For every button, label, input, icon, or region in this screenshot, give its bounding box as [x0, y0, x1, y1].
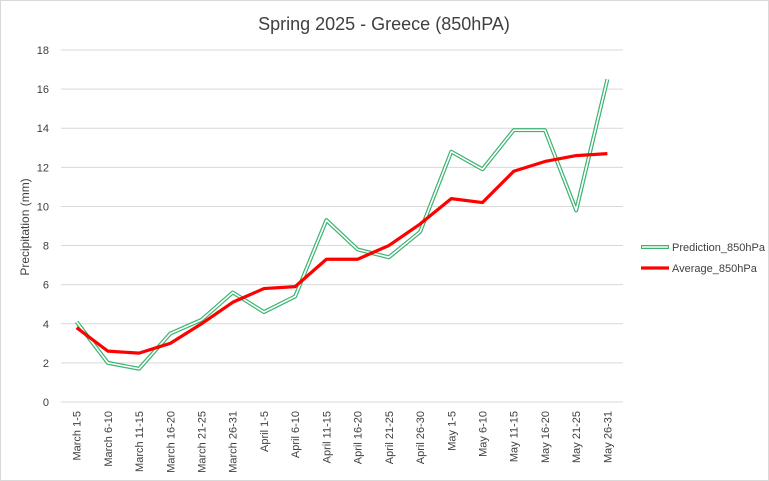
y-axis-label: Precipitation (mm) [18, 178, 32, 275]
x-tick-label: April 21-25 [384, 411, 396, 464]
x-tick-label: May 11-15 [509, 411, 521, 462]
x-tick-label: April 1-5 [259, 411, 271, 452]
y-tick-label: 8 [43, 241, 49, 253]
series-lines [75, 78, 610, 371]
gridlines [61, 49, 623, 403]
x-tick-label: March 16-20 [165, 411, 177, 473]
x-tick-label: May 26-31 [602, 411, 614, 463]
prediction-850hpa-line [75, 78, 610, 371]
legend-label: Average_850hPa [672, 263, 758, 275]
x-tick-label: March 1-5 [72, 411, 84, 461]
x-tick-label: April 6-10 [290, 411, 302, 458]
prediction-850hpa-line-inner [75, 79, 609, 370]
chart-title: Spring 2025 - Greece (850hPA) [258, 14, 510, 34]
y-tick-label: 18 [37, 45, 49, 57]
legend: Prediction_850hPa Average_850hPa [641, 242, 766, 275]
x-tick-label: April 11-15 [321, 411, 333, 463]
y-tick-label: 6 [43, 280, 49, 292]
average-850hpa-line [75, 152, 608, 355]
x-tick-label: March 26-31 [228, 411, 240, 473]
x-tick-label: May 6-10 [478, 411, 490, 457]
x-tick-label: March 11-15 [134, 411, 146, 472]
legend-label: Prediction_850hPa [672, 242, 766, 254]
x-tick-label: April 16-20 [353, 411, 365, 464]
y-tick-label: 12 [37, 162, 49, 174]
y-tick-label: 0 [43, 397, 49, 409]
x-axis-ticks: March 1-5 March 6-10 March 11-15 March 16-2… [72, 411, 615, 473]
x-tick-label: March 21-25 [197, 411, 209, 473]
y-tick-label: 16 [37, 84, 49, 96]
x-tick-label: May 21-25 [571, 411, 583, 463]
x-tick-label: May 16-20 [540, 411, 552, 463]
x-tick-label: April 26-30 [415, 411, 427, 464]
x-tick-label: March 6-10 [103, 411, 115, 467]
x-tick-label: May 1-5 [446, 411, 458, 451]
y-tick-label: 14 [37, 123, 49, 135]
y-tick-label: 10 [37, 201, 49, 213]
y-axis-ticks: 0 2 4 6 8 10 12 14 16 18 [37, 45, 49, 409]
y-tick-label: 2 [43, 358, 49, 370]
y-tick-label: 4 [43, 319, 49, 331]
